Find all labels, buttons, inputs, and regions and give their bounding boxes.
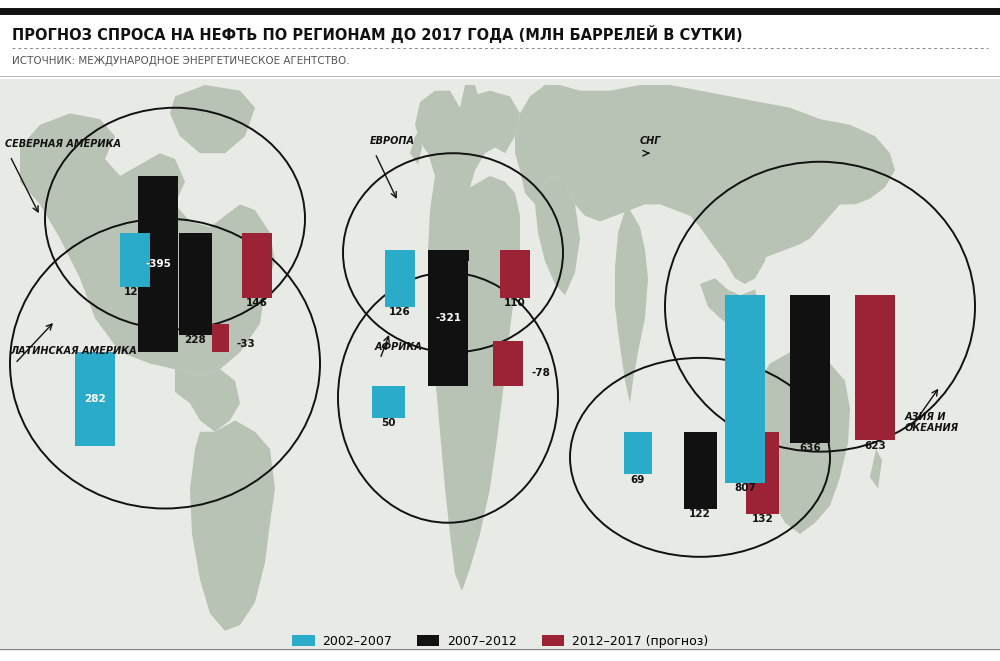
Bar [451, 250, 469, 261]
Polygon shape [800, 204, 815, 233]
Text: ИСТОЧНИК: МЕЖДУНАРОДНОЕ ЭНЕРГЕТИЧЕСКОЕ АГЕНТСТВО.: ИСТОЧНИК: МЕЖДУНАРОДНОЕ ЭНЕРГЕТИЧЕСКОЕ А… [12, 56, 350, 65]
Bar [624, 432, 652, 475]
Text: 146: 146 [246, 298, 268, 309]
Bar [684, 432, 716, 508]
Polygon shape [615, 210, 648, 403]
Text: ЛАТИНСКАЯ АМЕРИКА: ЛАТИНСКАЯ АМЕРИКА [10, 346, 137, 356]
Text: 623: 623 [864, 440, 886, 451]
Polygon shape [515, 85, 895, 261]
Bar [790, 295, 830, 443]
Text: СНГ: СНГ [640, 136, 662, 146]
Polygon shape [20, 114, 275, 375]
Bar [428, 250, 468, 386]
Text: ЕВРОПА: ЕВРОПА [370, 136, 415, 146]
Text: -321: -321 [435, 313, 461, 323]
Text: ПРОГНОЗ СПРОСА НА НЕФТЬ ПО РЕГИОНАМ ДО 2017 ГОДА (МЛН БАРРЕЛЕЙ В СУТКИ): ПРОГНОЗ СПРОСА НА НЕФТЬ ПО РЕГИОНАМ ДО 2… [12, 25, 743, 43]
Polygon shape [535, 176, 580, 295]
Polygon shape [175, 369, 240, 432]
Polygon shape [460, 85, 480, 125]
Polygon shape [170, 85, 255, 153]
Text: 122: 122 [124, 287, 146, 297]
Bar [212, 324, 228, 352]
Bar [75, 352, 115, 446]
Text: -78: -78 [531, 368, 550, 377]
Polygon shape [740, 352, 850, 534]
Bar [120, 233, 150, 287]
Text: 282: 282 [84, 394, 106, 404]
Text: 126: 126 [389, 307, 411, 317]
Text: 50: 50 [381, 418, 395, 428]
Text: 807: 807 [734, 483, 756, 493]
Text: 69: 69 [631, 475, 645, 485]
Polygon shape [700, 278, 760, 329]
Text: 228: 228 [184, 335, 206, 345]
Polygon shape [190, 420, 275, 631]
Bar [746, 432, 779, 514]
Text: 132: 132 [752, 514, 774, 524]
Text: АЗИЯ И
ОКЕАНИЯ: АЗИЯ И ОКЕАНИЯ [905, 412, 959, 434]
Bar [385, 250, 415, 307]
Polygon shape [700, 204, 770, 284]
Bar [178, 233, 212, 335]
Bar [500, 250, 530, 298]
Bar [138, 176, 178, 352]
Polygon shape [410, 130, 422, 165]
Text: 110: 110 [504, 298, 526, 309]
Bar [855, 295, 895, 440]
Text: 636: 636 [799, 444, 821, 453]
Bar [493, 341, 523, 386]
Polygon shape [428, 176, 520, 591]
Text: 26: 26 [453, 262, 467, 272]
Bar [242, 233, 272, 298]
Bar [725, 295, 765, 483]
Polygon shape [870, 449, 882, 488]
Bar [372, 386, 404, 418]
Text: 122: 122 [689, 509, 711, 519]
Text: АФРИКА: АФРИКА [375, 342, 423, 352]
Text: -33: -33 [237, 338, 255, 348]
Legend: 2002–2007, 2007–2012, 2012–2017 (прогноз): 2002–2007, 2007–2012, 2012–2017 (прогноз… [287, 630, 713, 653]
Text: СЕВЕРНАЯ АМЕРИКА: СЕВЕРНАЯ АМЕРИКА [5, 139, 121, 149]
Polygon shape [415, 91, 520, 193]
Text: -395: -395 [145, 259, 171, 269]
